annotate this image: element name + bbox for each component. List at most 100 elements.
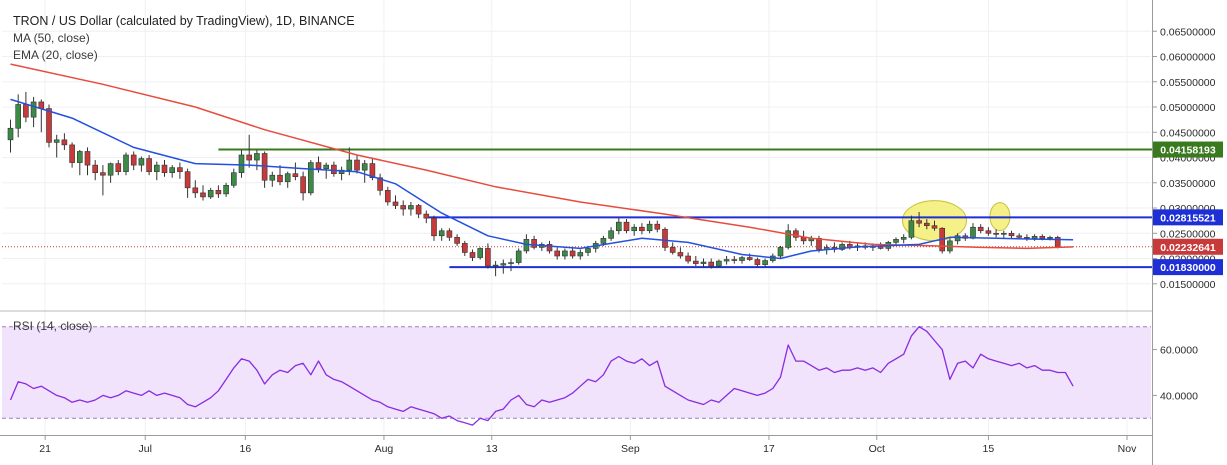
candle-up[interactable] [646,223,653,232]
candle-up[interactable] [723,259,730,262]
candle-down[interactable] [246,154,252,161]
candle-down[interactable] [754,259,761,265]
candle-up[interactable] [346,159,353,171]
candle-down[interactable] [215,190,222,195]
rsi-pane[interactable] [2,326,1151,426]
candle-up[interactable] [492,264,499,267]
candle-down[interactable] [69,144,75,163]
candle-down[interactable] [277,174,283,183]
candle-down[interactable] [300,176,306,194]
candle-up[interactable] [515,250,522,263]
candle-up[interactable] [169,167,175,173]
candle-down[interactable] [415,205,422,215]
candle-down[interactable] [454,237,460,244]
candle-down[interactable] [554,250,561,257]
candle-down[interactable] [200,192,206,198]
candle-up[interactable] [307,162,314,194]
candle-down[interactable] [192,187,199,194]
price-pane[interactable] [2,63,1152,277]
candle-up[interactable] [223,184,229,195]
candle-down[interactable] [531,239,537,248]
candle-up[interactable] [608,230,614,239]
candle-up[interactable] [739,257,745,261]
candle-down[interactable] [23,104,29,118]
candle-down[interactable] [177,167,183,172]
candle-down[interactable] [100,172,106,176]
candle-up[interactable] [785,230,792,248]
candle-down[interactable] [985,230,992,234]
candle-down[interactable] [708,261,715,267]
candle-up[interactable] [700,261,707,264]
candle-down[interactable] [1054,237,1061,248]
candle-up[interactable] [970,226,976,239]
candle-down[interactable] [816,238,822,250]
candle-up[interactable] [231,172,237,186]
candle-up[interactable] [954,235,961,242]
candle-down[interactable] [354,159,360,171]
candle-down[interactable] [184,171,191,189]
candle-down[interactable] [315,162,322,169]
candle-up[interactable] [361,163,368,171]
candle-down[interactable] [84,151,91,166]
ma50-line[interactable] [10,63,1074,250]
candle-up[interactable] [1000,232,1007,235]
candle-up[interactable] [777,247,784,257]
candle-up[interactable] [284,173,291,183]
candle-down[interactable] [677,252,684,257]
candle-up[interactable] [15,104,21,129]
candle-up[interactable] [138,158,145,166]
candle-up[interactable] [839,244,845,250]
candle-down[interactable] [931,225,938,229]
legend-rsi[interactable]: RSI (14, close) [13,319,92,333]
rsi-line[interactable] [9,326,1074,426]
candle-up[interactable] [508,262,514,264]
candle-down[interactable] [623,221,630,232]
candle-up[interactable] [893,239,899,243]
candle-up[interactable] [1047,237,1053,239]
candle-up[interactable] [408,205,414,210]
candle-down[interactable] [423,213,430,219]
candle-up[interactable] [762,260,768,265]
candle-down[interactable] [1039,236,1046,239]
candle-up[interactable] [123,154,129,172]
ema20-line[interactable] [10,98,1074,260]
candle-down[interactable] [431,217,437,237]
candle-up[interactable] [154,164,160,172]
candle-up[interactable] [207,190,214,198]
candle-up[interactable] [631,226,638,232]
candle-up[interactable] [77,151,83,163]
candle-down[interactable] [546,244,553,252]
candle-down[interactable] [485,248,491,267]
candle-down[interactable] [923,222,930,227]
candle-down[interactable] [916,220,922,224]
candle-up[interactable] [577,252,584,257]
candle-up[interactable] [900,237,907,240]
legend-ema20[interactable]: EMA (20, close) [13,48,98,62]
legend-ma50[interactable]: MA (50, close) [13,31,90,45]
candle-up[interactable] [600,238,607,244]
candle-up[interactable] [1031,236,1038,239]
candle-up[interactable] [615,221,622,232]
candle-down[interactable] [662,228,668,248]
candle-up[interactable] [30,101,37,118]
candle-down[interactable] [46,108,52,143]
candle-down[interactable] [115,163,122,172]
candle-down[interactable] [446,230,453,238]
candle-down[interactable] [977,226,984,232]
candle-down[interactable] [731,259,738,261]
candle-down[interactable] [469,252,476,258]
candle-up[interactable] [716,260,722,267]
candle-down[interactable] [92,164,98,173]
candle-down[interactable] [1008,232,1015,237]
candle-up[interactable] [254,153,260,161]
candle-down[interactable] [161,164,168,173]
candle-down[interactable] [146,158,152,172]
candle-up[interactable] [908,220,915,238]
candle-down[interactable] [669,247,676,253]
candle-up[interactable] [53,139,60,143]
candle-up[interactable] [269,174,276,181]
candle-down[interactable] [692,260,699,264]
candle-down[interactable] [793,230,799,238]
candle-down[interactable] [130,154,137,166]
